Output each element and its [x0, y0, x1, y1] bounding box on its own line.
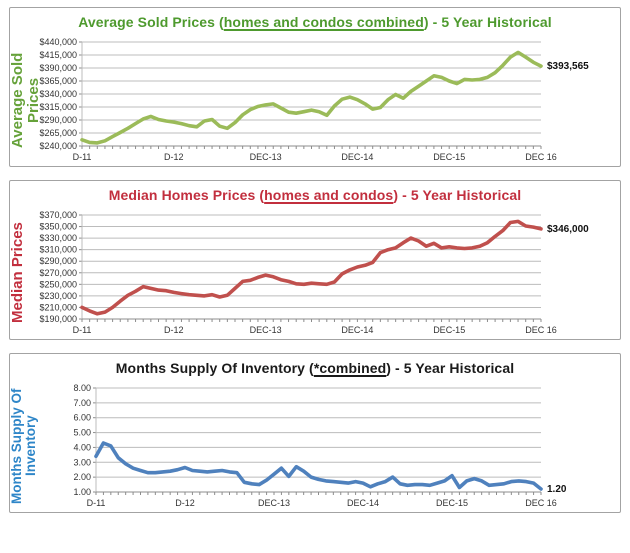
title-text: Months Supply Of Inventory (	[115, 360, 314, 376]
title-text: Average Sold Prices (	[78, 14, 224, 30]
x-axis-tick-label: DEC 16	[525, 498, 557, 508]
x-axis-tick-label: DEC-15	[433, 325, 465, 335]
end-value-label: 1.20	[547, 484, 567, 495]
chart-title-average-sold-prices: Average Sold Prices (homes and condos co…	[10, 8, 620, 34]
y-axis-title-line: Months Supply Of	[9, 388, 24, 504]
chart-panel-average-sold-prices: Average Sold Prices (homes and condos co…	[9, 7, 621, 167]
x-axis-tick-label: D-12	[164, 325, 184, 335]
y-axis-tick-label: $350,000	[39, 222, 77, 232]
y-axis-title-line: Inventory	[23, 415, 39, 477]
y-axis-tick-label: 4.00	[73, 442, 91, 452]
y-axis-tick-label: 5.00	[73, 428, 91, 438]
y-axis-tick-label: $210,000	[39, 302, 77, 312]
y-axis-tick-label: $315,000	[39, 102, 77, 112]
x-axis-tick-label: D-12	[175, 498, 195, 508]
y-axis-tick-label: $310,000	[39, 245, 77, 255]
y-axis-tick-label: $230,000	[39, 291, 77, 301]
title-text: Median Homes Prices (	[108, 187, 265, 203]
end-value-label: $346,000	[547, 224, 589, 235]
y-axis-tick-label: 6.00	[73, 413, 91, 423]
y-axis-tick-label: $370,000	[39, 210, 77, 220]
y-axis-title-line: Median Prices	[9, 222, 26, 324]
y-axis-tick-label: 2.00	[73, 472, 91, 482]
title-text: ) - 5 Year Historical	[386, 360, 515, 376]
x-axis-tick-label: DEC-13	[258, 498, 290, 508]
y-axis-tick-label: $440,000	[39, 37, 77, 47]
data-series-line	[80, 50, 543, 145]
chart-title-months-supply: Months Supply Of Inventory (*combined) -…	[10, 354, 620, 380]
x-axis-tick-label: DEC-13	[250, 152, 282, 162]
x-axis-tick-label: DEC-15	[433, 152, 465, 162]
y-axis-tick-label: 1.00	[73, 487, 91, 497]
title-text: ) - 5 Year Historical	[393, 187, 522, 203]
chart-canvas-months-supply: 8.00 7.00 6.00 5.00 4.00 3.00 2.00 1.00D-11 D-12…	[73, 383, 567, 508]
y-axis-title-months-supply: Months Supply Of Inventory	[9, 380, 50, 512]
x-axis-tick-label: DEC-14	[347, 498, 379, 508]
title-underlined-text: homes and condos combined	[223, 14, 424, 30]
x-axis-tick-label: DEC-14	[341, 325, 373, 335]
chart-panel-months-supply: Months Supply Of Inventory (*combined) -…	[9, 353, 621, 513]
x-axis-tick-label: D-11	[87, 498, 106, 508]
y-axis-tick-label: $340,000	[39, 89, 77, 99]
x-axis-tick-label: D-11	[73, 325, 92, 335]
chart-canvas-median-prices: $370,000 $350,000$330,000 $310,000$290,000…	[39, 210, 589, 335]
y-axis-tick-label: 8.00	[73, 383, 91, 393]
y-axis-tick-label: $265,000	[39, 128, 77, 138]
chart-canvas-average-sold-prices: $440,000 $415,000 $390,000 $365,000 $340,000…	[39, 37, 589, 162]
title-underlined-text: homes and condos	[264, 187, 394, 203]
title-text: ) - 5 Year Historical	[423, 14, 552, 30]
data-series-line	[94, 441, 543, 491]
y-axis-tick-label: $390,000	[39, 63, 77, 73]
x-axis-tick-label: DEC-13	[250, 325, 282, 335]
y-axis-tick-label: $330,000	[39, 233, 77, 243]
y-axis-tick-label: $190,000	[39, 314, 77, 324]
data-series-line	[80, 219, 543, 316]
y-axis-tick-label: $290,000	[39, 256, 77, 266]
y-axis-title-average-sold-prices: Average Sold Prices	[9, 34, 42, 166]
end-value-label: $393,565	[547, 61, 589, 72]
x-axis-tick-label: DEC-15	[436, 498, 468, 508]
x-axis-tick-label: D-12	[164, 152, 184, 162]
title-underlined-text: *combined	[313, 360, 387, 376]
y-axis-tick-label: $240,000	[39, 141, 77, 151]
chart-title-median-prices: Median Homes Prices (homes and condos) -…	[10, 181, 620, 207]
x-axis-tick-label: DEC 16	[525, 325, 557, 335]
chart-panel-median-prices: Median Homes Prices (homes and condos) -…	[9, 180, 621, 340]
x-axis-tick-label: DEC-14	[341, 152, 373, 162]
y-axis-title-median-prices: Median Prices	[9, 207, 36, 339]
y-axis-tick-label: $250,000	[39, 279, 77, 289]
y-axis-tick-label: 3.00	[73, 457, 91, 467]
y-axis-tick-label: $290,000	[39, 115, 77, 125]
y-axis-tick-label: $270,000	[39, 268, 77, 278]
y-axis-tick-label: $415,000	[39, 50, 77, 60]
x-axis-tick-label: DEC 16	[525, 152, 557, 162]
x-axis-tick-label: D-11	[73, 152, 92, 162]
y-axis-tick-label: $365,000	[39, 76, 77, 86]
y-axis-tick-label: 7.00	[73, 398, 91, 408]
